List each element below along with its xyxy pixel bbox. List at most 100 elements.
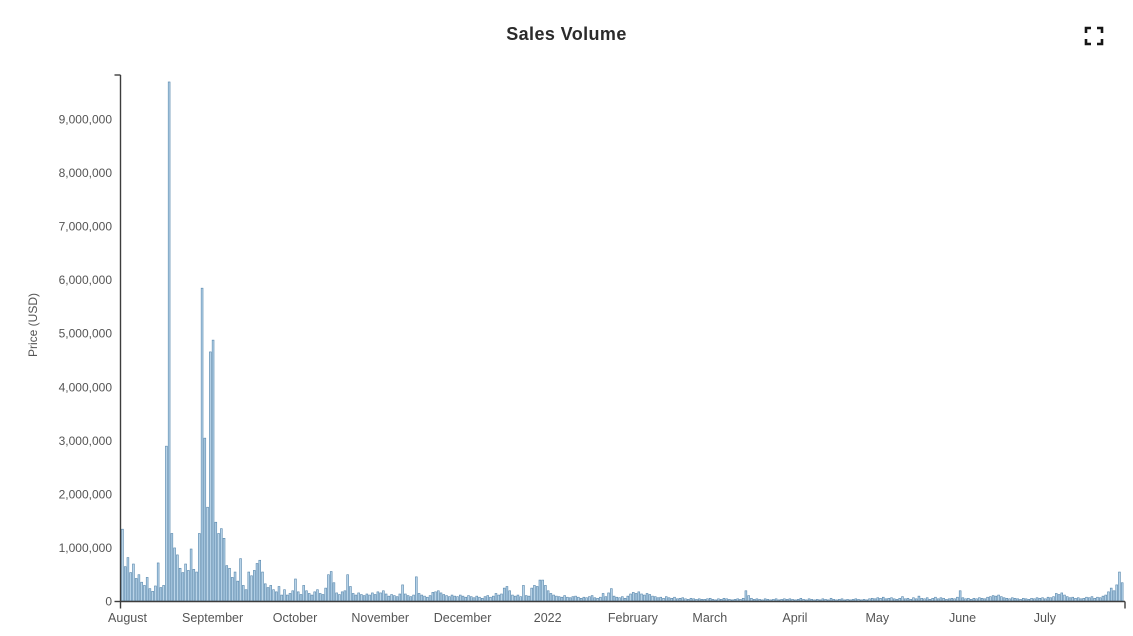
bar[interactable]	[876, 597, 879, 602]
bar[interactable]	[497, 594, 500, 602]
bar[interactable]	[557, 596, 561, 602]
bar[interactable]	[544, 585, 547, 602]
bar[interactable]	[618, 597, 621, 602]
bar[interactable]	[1096, 596, 1099, 602]
bar[interactable]	[945, 599, 948, 602]
bar[interactable]	[533, 585, 536, 602]
bar[interactable]	[181, 572, 185, 602]
bar[interactable]	[1071, 596, 1074, 602]
bar[interactable]	[1112, 590, 1116, 602]
bar[interactable]	[178, 567, 182, 602]
bar[interactable]	[272, 589, 275, 602]
bar[interactable]	[923, 598, 926, 602]
bar[interactable]	[667, 597, 671, 602]
bar[interactable]	[538, 579, 542, 602]
bar[interactable]	[788, 598, 792, 602]
bar[interactable]	[895, 599, 899, 602]
bar[interactable]	[288, 593, 292, 602]
bar[interactable]	[321, 594, 325, 602]
bar[interactable]	[170, 533, 174, 602]
bar[interactable]	[917, 595, 921, 602]
bar[interactable]	[909, 599, 912, 602]
bar[interactable]	[393, 595, 396, 602]
bar[interactable]	[626, 595, 630, 602]
bar[interactable]	[1024, 598, 1028, 602]
bar[interactable]	[483, 596, 487, 602]
bar[interactable]	[285, 594, 289, 602]
bar[interactable]	[673, 596, 676, 602]
bar[interactable]	[445, 595, 448, 602]
bar[interactable]	[231, 577, 234, 602]
bar[interactable]	[338, 594, 341, 602]
bar[interactable]	[134, 578, 138, 602]
bar[interactable]	[901, 596, 904, 602]
bar[interactable]	[637, 591, 641, 602]
bar[interactable]	[362, 595, 366, 602]
bar[interactable]	[1118, 571, 1121, 602]
bar[interactable]	[351, 593, 355, 602]
bar[interactable]	[634, 593, 638, 602]
bar[interactable]	[579, 597, 583, 602]
bar[interactable]	[991, 595, 995, 602]
bar[interactable]	[898, 597, 901, 602]
bar[interactable]	[722, 597, 726, 602]
bar[interactable]	[747, 595, 750, 602]
bar[interactable]	[354, 594, 358, 602]
bar[interactable]	[415, 576, 418, 602]
bar[interactable]	[253, 570, 256, 602]
bar[interactable]	[969, 599, 973, 602]
bar[interactable]	[725, 598, 728, 602]
bar[interactable]	[821, 598, 825, 602]
bar[interactable]	[950, 597, 954, 602]
bar[interactable]	[470, 596, 473, 602]
bar[interactable]	[604, 596, 608, 602]
bar[interactable]	[648, 594, 652, 602]
bar[interactable]	[1044, 598, 1047, 602]
bar[interactable]	[920, 597, 923, 602]
bar[interactable]	[132, 563, 135, 602]
bar[interactable]	[686, 599, 690, 602]
bar[interactable]	[275, 591, 278, 602]
bar[interactable]	[881, 596, 885, 602]
bar[interactable]	[1068, 597, 1072, 602]
bar[interactable]	[126, 557, 130, 602]
bar[interactable]	[316, 589, 319, 602]
bar[interactable]	[442, 594, 446, 602]
bar[interactable]	[692, 598, 695, 602]
bar[interactable]	[329, 571, 333, 602]
bar[interactable]	[758, 599, 761, 602]
bar[interactable]	[535, 586, 539, 602]
bar[interactable]	[1120, 582, 1124, 602]
bar[interactable]	[261, 571, 264, 602]
bar[interactable]	[744, 590, 748, 602]
bar[interactable]	[1093, 597, 1096, 602]
bar[interactable]	[296, 591, 300, 602]
bar[interactable]	[387, 595, 391, 602]
bar[interactable]	[986, 596, 989, 602]
bar[interactable]	[552, 594, 555, 602]
bar[interactable]	[516, 594, 520, 602]
bar[interactable]	[632, 592, 635, 602]
bar[interactable]	[211, 339, 215, 602]
bar[interactable]	[255, 563, 259, 602]
bar[interactable]	[755, 598, 759, 602]
bar[interactable]	[695, 599, 698, 602]
bar[interactable]	[599, 596, 602, 602]
bar[interactable]	[785, 599, 789, 602]
bar[interactable]	[327, 574, 330, 602]
bar[interactable]	[643, 594, 646, 602]
bar[interactable]	[390, 594, 393, 602]
bar[interactable]	[967, 597, 970, 602]
bar[interactable]	[420, 594, 424, 602]
bar[interactable]	[1046, 596, 1050, 602]
bar[interactable]	[264, 583, 267, 602]
bar[interactable]	[459, 594, 462, 602]
bar[interactable]	[862, 599, 866, 602]
bar[interactable]	[961, 597, 965, 602]
bar[interactable]	[299, 594, 303, 602]
bar[interactable]	[129, 572, 132, 602]
bar[interactable]	[1002, 597, 1006, 602]
bar[interactable]	[472, 597, 476, 602]
bar[interactable]	[799, 597, 803, 602]
bar[interactable]	[791, 599, 794, 602]
